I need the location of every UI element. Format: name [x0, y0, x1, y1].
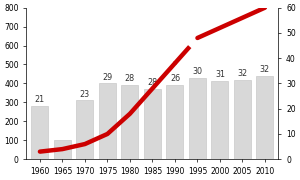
Bar — [54, 140, 71, 159]
Bar — [32, 106, 49, 159]
Bar — [122, 85, 139, 159]
Bar — [99, 84, 116, 159]
Text: 32: 32 — [237, 69, 248, 78]
Bar — [234, 80, 251, 159]
Bar — [76, 100, 94, 159]
Text: 29: 29 — [102, 73, 112, 82]
Bar — [256, 76, 274, 159]
Text: 26: 26 — [170, 75, 180, 84]
Bar — [167, 85, 184, 159]
Text: 31: 31 — [215, 70, 225, 79]
Text: 32: 32 — [260, 65, 270, 74]
Text: 28: 28 — [125, 75, 135, 84]
Text: 28: 28 — [147, 78, 158, 87]
Bar — [212, 81, 229, 159]
Bar — [144, 89, 161, 159]
Bar — [189, 78, 206, 159]
Text: 30: 30 — [192, 67, 203, 76]
Text: 23: 23 — [80, 90, 90, 99]
Text: 21: 21 — [35, 95, 45, 104]
